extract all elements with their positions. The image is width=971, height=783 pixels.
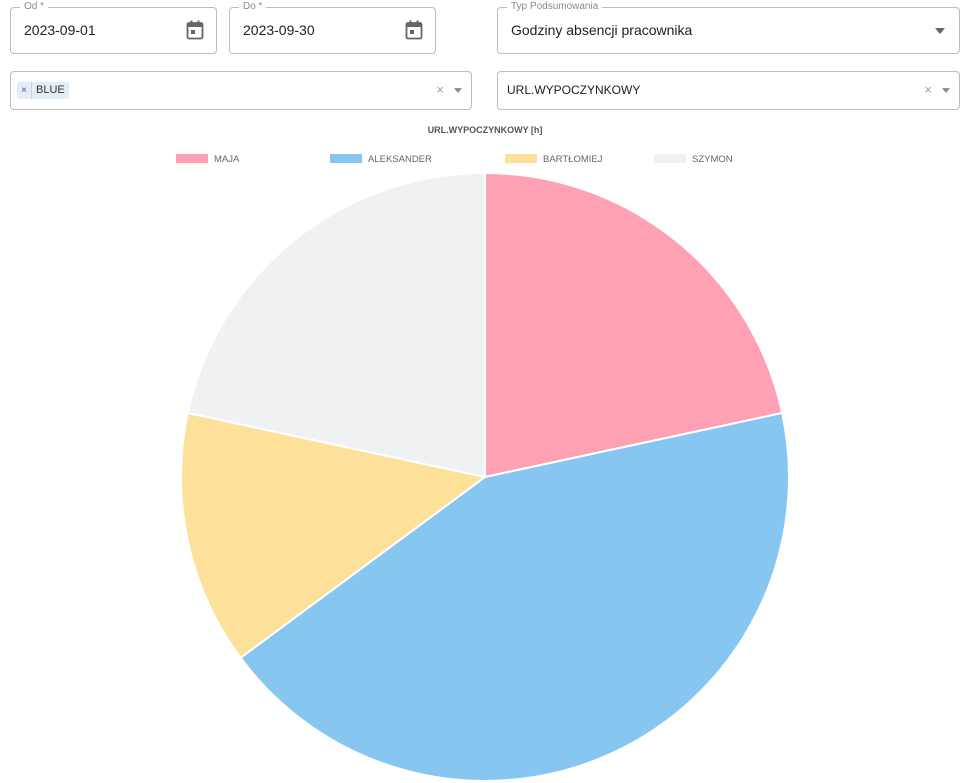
- pie-slices: [180, 171, 790, 782]
- absence-type-select[interactable]: URL.WYPOCZYNKOWY ×: [497, 71, 960, 110]
- pie-slice[interactable]: [180, 411, 488, 660]
- summary-type-select[interactable]: Typ Podsumowania Godziny absencji pracow…: [497, 1, 960, 54]
- legend-label: BARTŁOMIEJ: [543, 154, 603, 165]
- legend-label: SZYMON: [692, 154, 733, 165]
- calendar-icon[interactable]: [186, 20, 204, 40]
- date-to-value[interactable]: 2023-09-30: [243, 22, 315, 38]
- legend-item[interactable]: MAJA: [176, 154, 240, 165]
- pie-slice[interactable]: [484, 171, 784, 479]
- legend-swatch: [176, 154, 208, 163]
- pie-slice[interactable]: [239, 411, 790, 782]
- date-from-label: Od *: [20, 1, 49, 13]
- legend-label: MAJA: [214, 154, 240, 165]
- date-from-value[interactable]: 2023-09-01: [24, 22, 96, 38]
- chevron-down-icon[interactable]: [454, 88, 462, 93]
- chip-remove-icon[interactable]: ×: [17, 82, 32, 99]
- legend-swatch: [330, 154, 362, 163]
- pie-slice[interactable]: [186, 171, 486, 479]
- absence-pie-chart: URL.WYPOCZYNKOWY [h] MAJA ALEKSANDER BARTŁ…: [176, 125, 790, 782]
- close-icon[interactable]: ×: [436, 82, 444, 97]
- date-to-field[interactable]: Do * 2023-09-30: [229, 1, 436, 54]
- legend-item[interactable]: BARTŁOMIEJ: [505, 154, 603, 165]
- chevron-down-icon[interactable]: [935, 28, 945, 34]
- date-to-label: Do *: [239, 1, 267, 13]
- team-chip: × BLUE: [17, 82, 69, 99]
- team-chip-label: BLUE: [36, 84, 65, 96]
- team-select[interactable]: × BLUE ×: [10, 71, 472, 110]
- legend-swatch: [505, 154, 537, 163]
- chevron-down-icon[interactable]: [942, 88, 950, 93]
- chart-legend: MAJA ALEKSANDER BARTŁOMIEJ SZYMON: [176, 154, 733, 165]
- close-icon[interactable]: ×: [924, 82, 932, 97]
- legend-label: ALEKSANDER: [368, 154, 432, 165]
- summary-type-label: Typ Podsumowania: [507, 1, 603, 13]
- absence-type-value: URL.WYPOCZYNKOWY: [507, 83, 641, 97]
- calendar-icon[interactable]: [405, 20, 423, 40]
- chart-title: URL.WYPOCZYNKOWY [h]: [428, 125, 543, 135]
- legend-swatch: [654, 154, 686, 163]
- summary-type-value: Godziny absencji pracownika: [511, 22, 693, 38]
- legend-item[interactable]: SZYMON: [654, 154, 733, 165]
- date-from-field[interactable]: Od * 2023-09-01: [10, 1, 217, 54]
- legend-item[interactable]: ALEKSANDER: [330, 154, 432, 165]
